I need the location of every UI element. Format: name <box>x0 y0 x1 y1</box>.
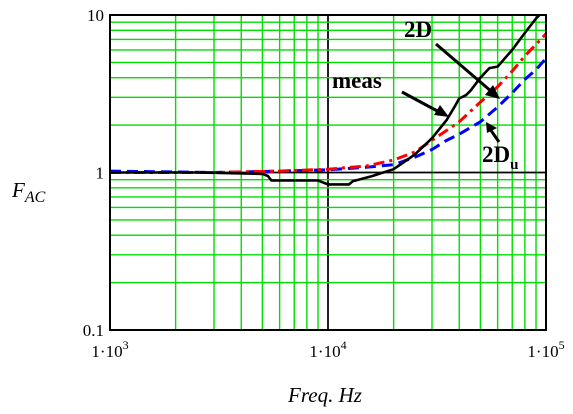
y-tick-label: 0.1 <box>83 321 104 340</box>
y-tick-label: 1 <box>96 164 105 183</box>
annotation-2du-sub: u <box>510 157 518 173</box>
grid-layer <box>110 15 546 330</box>
annotation-layer: meas 2D 2Du <box>332 17 518 173</box>
annotation-2du: 2Du <box>482 142 518 173</box>
x-tick-label: 1·105 <box>527 338 564 361</box>
annotation-meas: meas <box>332 68 382 93</box>
arrowhead-2d <box>485 85 500 99</box>
series-line-meas <box>110 15 542 186</box>
plot-frame <box>109 14 547 331</box>
series-line-2d <box>110 32 546 174</box>
arrowhead-meas <box>434 105 449 117</box>
x-axis-label: Freq. Hz <box>287 383 362 407</box>
arrowhead-2du <box>486 122 497 133</box>
annotation-2du-main: 2D <box>482 142 510 167</box>
arrow-meas <box>401 90 442 115</box>
y-axis-label-main: F <box>11 178 25 202</box>
annotation-2d: 2D <box>404 17 432 42</box>
series-layer <box>110 15 546 186</box>
y-axis-label-sub: AC <box>24 189 46 206</box>
x-tick-label: 1·103 <box>91 338 128 361</box>
arrow-2du <box>488 128 501 143</box>
ticks-layer: 0.1 1 10 1·103 1·104 1·105 <box>83 6 565 361</box>
x-tick-label: 1·104 <box>309 338 346 361</box>
arrow-2d <box>435 42 493 94</box>
y-axis-label: FAC <box>11 178 46 206</box>
y-tick-label: 10 <box>87 6 104 25</box>
